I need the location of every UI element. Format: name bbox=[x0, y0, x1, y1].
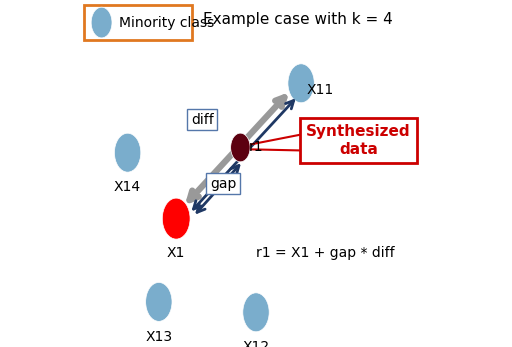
Text: r1 = X1 + gap * diff: r1 = X1 + gap * diff bbox=[256, 246, 395, 260]
Text: Minority class: Minority class bbox=[119, 16, 214, 29]
Text: X1: X1 bbox=[167, 246, 185, 260]
Text: r1: r1 bbox=[249, 141, 264, 154]
Text: gap: gap bbox=[210, 177, 236, 191]
FancyBboxPatch shape bbox=[84, 5, 192, 40]
Ellipse shape bbox=[162, 198, 190, 239]
Ellipse shape bbox=[91, 7, 112, 38]
Ellipse shape bbox=[243, 293, 269, 332]
Ellipse shape bbox=[231, 133, 250, 162]
Text: X12: X12 bbox=[243, 340, 269, 347]
Ellipse shape bbox=[114, 133, 141, 172]
Text: Example case with k = 4: Example case with k = 4 bbox=[203, 11, 393, 27]
Text: Synthesized
data: Synthesized data bbox=[306, 124, 411, 157]
Ellipse shape bbox=[145, 282, 172, 321]
Text: diff: diff bbox=[191, 113, 214, 127]
Text: X11: X11 bbox=[307, 83, 334, 97]
Ellipse shape bbox=[288, 64, 314, 103]
Text: X13: X13 bbox=[145, 330, 173, 344]
Text: X14: X14 bbox=[114, 180, 141, 194]
